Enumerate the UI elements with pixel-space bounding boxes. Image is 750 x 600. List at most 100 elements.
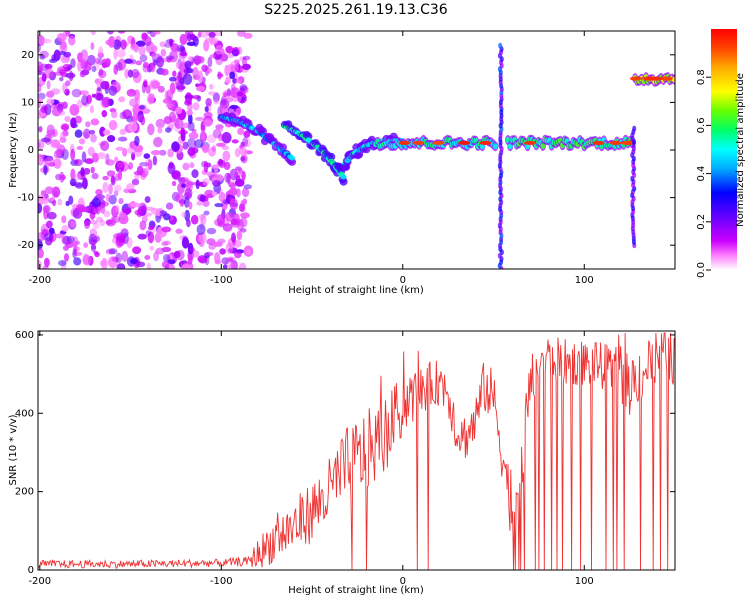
heat-blob (153, 59, 158, 66)
heat-blob (212, 92, 220, 103)
heat-blob (38, 126, 43, 133)
heat-blob (98, 57, 103, 66)
heat-blob (172, 70, 177, 77)
heat-blob (215, 44, 224, 55)
heat-blob (187, 56, 193, 62)
colorbar-label: Normalized spectral amplitude (735, 73, 746, 227)
heat-blob (38, 109, 42, 120)
heat-blob (197, 70, 204, 83)
heat-blob (217, 71, 222, 80)
heat-blob (77, 59, 83, 72)
heat-blob (38, 260, 42, 269)
heat-blob (233, 59, 240, 64)
heat-blob (79, 90, 89, 96)
heat-blob (64, 115, 71, 123)
heat-blob (46, 129, 56, 138)
heat-blob (59, 77, 64, 82)
y-tick-label: -10 (18, 193, 34, 204)
heat-blob (236, 230, 243, 241)
heat-blob (41, 73, 47, 82)
heat-blob (44, 156, 55, 166)
heat-blob (181, 263, 190, 269)
heat-blob (327, 152, 336, 161)
heat-blob (74, 129, 83, 138)
heat-blob (192, 66, 199, 79)
heat-blob (219, 248, 226, 255)
heat-blob (138, 45, 146, 57)
heat-blob (78, 138, 86, 145)
heat-blob (74, 173, 82, 181)
heat-blob (153, 136, 163, 148)
heat-blob (114, 156, 119, 163)
heat-blob (75, 204, 86, 213)
heat-blob (225, 242, 234, 254)
heat-blob (130, 43, 139, 51)
heat-blob (57, 198, 63, 206)
heat-blob (53, 158, 62, 169)
heat-blob (53, 142, 61, 148)
heat-blob (165, 55, 175, 60)
heat-blob (39, 50, 49, 59)
heat-blob (70, 58, 76, 69)
heat-blob (43, 257, 50, 268)
heat-blob (192, 102, 200, 111)
heat-blob (171, 180, 177, 187)
heat-blob (130, 258, 139, 265)
heat-blob (62, 124, 69, 132)
heat-blob (154, 31, 161, 35)
heat-blob (90, 133, 97, 143)
heat-blob (108, 119, 118, 131)
heat-blob (193, 139, 204, 149)
heat-blob (184, 100, 192, 106)
heat-blob (207, 56, 213, 68)
heat-blob (124, 68, 129, 79)
heat-blob (68, 70, 74, 82)
heat-blob (236, 91, 243, 97)
y-tick-label: 200 (15, 487, 34, 498)
heat-blob (43, 164, 48, 176)
heat-blob (202, 144, 209, 154)
heat-blob (206, 134, 217, 144)
heat-blob (203, 160, 209, 173)
heat-blob (99, 260, 107, 267)
heat-blob (225, 211, 234, 222)
heat-blob (229, 168, 239, 181)
heat-blob (207, 91, 217, 96)
heat-blob (155, 118, 165, 129)
heat-blob (94, 251, 100, 258)
heat-blob (214, 259, 222, 265)
heat-blob (149, 245, 154, 251)
heat-blob (49, 104, 59, 109)
heat-blob (96, 87, 102, 92)
heat-blob (76, 145, 84, 151)
heat-blob (174, 117, 184, 129)
heat-blob (229, 104, 239, 110)
heat-blob (100, 80, 110, 90)
heat-blob (40, 104, 47, 114)
x-tick-label: 100 (575, 275, 594, 286)
heat-blob (39, 54, 46, 60)
heat-blob (169, 38, 174, 47)
heat-blob (131, 152, 136, 161)
heat-blob (83, 242, 89, 248)
heat-blob (134, 135, 140, 147)
heat-blob (192, 94, 201, 100)
heat-blob (540, 143, 546, 149)
heat-blob (245, 248, 251, 256)
heat-blob (240, 154, 248, 164)
heat-blob (221, 145, 230, 151)
heat-blob (40, 228, 48, 241)
heat-blob (134, 209, 143, 216)
x-tick-label: 0 (400, 275, 406, 286)
heat-blob (165, 127, 172, 133)
heat-blob (91, 197, 102, 208)
heat-blob (187, 137, 196, 149)
heat-blob (41, 194, 50, 201)
heat-blob (43, 205, 50, 214)
heat-blob (134, 174, 140, 180)
heat-blob (199, 31, 210, 38)
snr-series-line (38, 332, 675, 570)
heat-blob (80, 167, 85, 177)
heat-blob (221, 257, 230, 265)
heat-blob (226, 88, 232, 97)
